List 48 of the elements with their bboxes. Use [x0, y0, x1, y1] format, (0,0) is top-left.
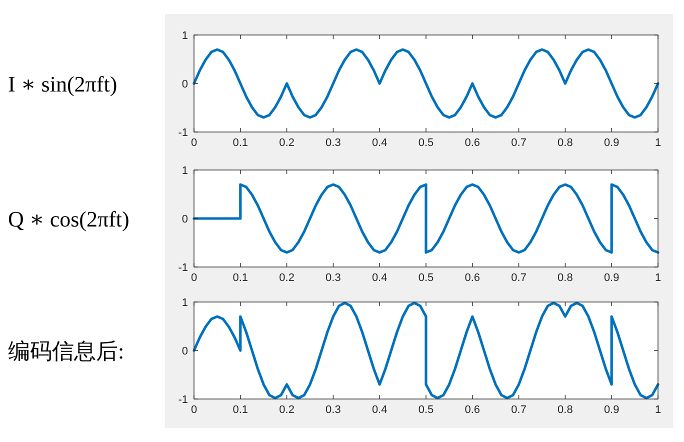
x-tick-label: 0.4	[372, 404, 388, 416]
x-tick-label: 1	[654, 404, 662, 416]
x-tick-label: 0.4	[372, 137, 388, 149]
x-tick-label: 0.1	[232, 404, 248, 416]
x-tick-label: 0.4	[372, 272, 388, 284]
y-tick-label: 1	[182, 297, 188, 309]
y-tick-label: -1	[178, 127, 188, 139]
x-tick-label: 0.3	[326, 137, 341, 149]
y-axis-title: 编码信息后:	[8, 338, 124, 364]
y-tick-label: 1	[182, 165, 188, 177]
x-tick-label: 0.9	[604, 137, 620, 149]
x-tick-label: 1	[654, 137, 662, 149]
x-tick-label: 0	[190, 272, 198, 284]
x-tick-label: 0.5	[418, 137, 434, 149]
x-tick-label: 1	[654, 272, 662, 284]
line-series	[192, 48, 660, 119]
x-tick-label: 0.7	[511, 272, 526, 284]
x-tick-label: 0.1	[232, 272, 248, 284]
x-tick-label: 0.3	[326, 272, 341, 284]
y-tick-label: 0	[182, 214, 188, 226]
y-tick-label: 0	[182, 346, 188, 358]
y-tick-label: 0	[182, 78, 188, 90]
x-tick-label: 0.8	[558, 404, 573, 416]
x-tick-label: 0.7	[511, 137, 526, 149]
y-tick-label: 1	[182, 30, 188, 42]
line-series	[192, 183, 660, 254]
y-tick-label: -1	[178, 262, 188, 274]
x-tick-label: 0.6	[464, 137, 480, 149]
x-tick-label: 0.8	[558, 272, 573, 284]
x-tick-label: 0.2	[279, 404, 294, 416]
x-tick-label: 0.6	[464, 272, 480, 284]
x-tick-label: 0.9	[604, 272, 620, 284]
x-tick-label: 0.6	[464, 404, 480, 416]
x-tick-label: 0.3	[326, 404, 341, 416]
y-tick-label: -1	[178, 394, 188, 406]
x-tick-label: 0.2	[279, 272, 294, 284]
x-tick-label: 0.5	[418, 272, 434, 284]
x-tick-label: 0.8	[558, 137, 573, 149]
y-axis-title: Q ∗ cos(2πft)	[8, 206, 130, 232]
x-tick-label: 0.7	[511, 404, 526, 416]
x-tick-label: 0.1	[232, 137, 248, 149]
y-axis-title: I ∗ sin(2πft)	[8, 72, 118, 96]
x-tick-label: 0.2	[279, 137, 294, 149]
x-tick-label: 0.9	[604, 404, 620, 416]
line-series	[192, 302, 660, 400]
x-tick-label: 0.5	[418, 404, 434, 416]
x-tick-label: 0	[190, 404, 198, 416]
x-tick-label: 0	[190, 137, 198, 149]
